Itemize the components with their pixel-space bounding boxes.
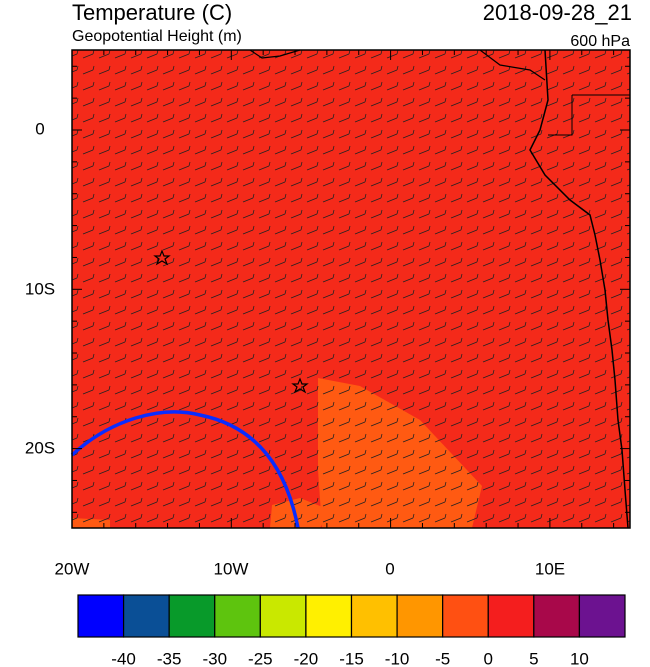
colorbar-box [487,594,535,638]
colorbar-box [77,594,125,638]
lon-label: 0 [385,559,394,578]
colorbar-box [259,594,307,638]
colorbar-label: -5 [435,649,450,667]
lon-label: 10E [535,559,565,578]
lat-label: 20S [25,438,55,457]
ticks [71,50,630,528]
border [548,94,630,136]
colorbar-box [396,594,444,638]
colorbar-box [168,594,216,638]
height-contour [70,410,300,529]
lon-labels: 20W 10W 0 10E [55,559,566,578]
coastline-north [249,49,546,81]
colorbar-label: 0 [484,649,493,667]
wind-barbs [72,50,630,528]
colorbar-label: -20 [294,649,319,667]
colorbar-label: 5 [529,649,538,667]
lat-label: 0 [35,119,44,138]
colorbar-label: -15 [339,649,364,667]
colorbar-label: -30 [202,649,227,667]
colorbar-box [305,594,353,638]
map-area [70,49,631,529]
colorbar-box [533,594,581,638]
colorbar: -40 -35 -30 -25 -20 -15 -10 -5 0 5 10 [77,594,626,667]
pressure-level: 600 hPa [570,33,630,50]
station-star [291,377,309,394]
colorbar-label: -35 [157,649,182,667]
lon-label: 20W [55,559,90,578]
lat-label: 10S [25,279,55,298]
lon-label: 10W [214,559,249,578]
valid-time: 2018-09-28_21 [483,0,632,25]
colorbar-box [442,594,489,638]
coastline [529,49,629,529]
colorbar-box [214,594,261,638]
lat-labels: 0 10S 20S [25,119,55,457]
subtitle: Geopotential Height (m) [72,28,242,45]
colorbar-label: 10 [570,649,589,667]
colorbar-label: -25 [248,649,273,667]
colorbar-box [122,594,170,638]
colorbar-label: -10 [385,649,410,667]
station-star [153,249,171,266]
colorbar-box [578,594,626,638]
colorbar-box [350,594,398,638]
title: Temperature (C) [72,0,232,25]
colorbar-label: -40 [111,649,136,667]
